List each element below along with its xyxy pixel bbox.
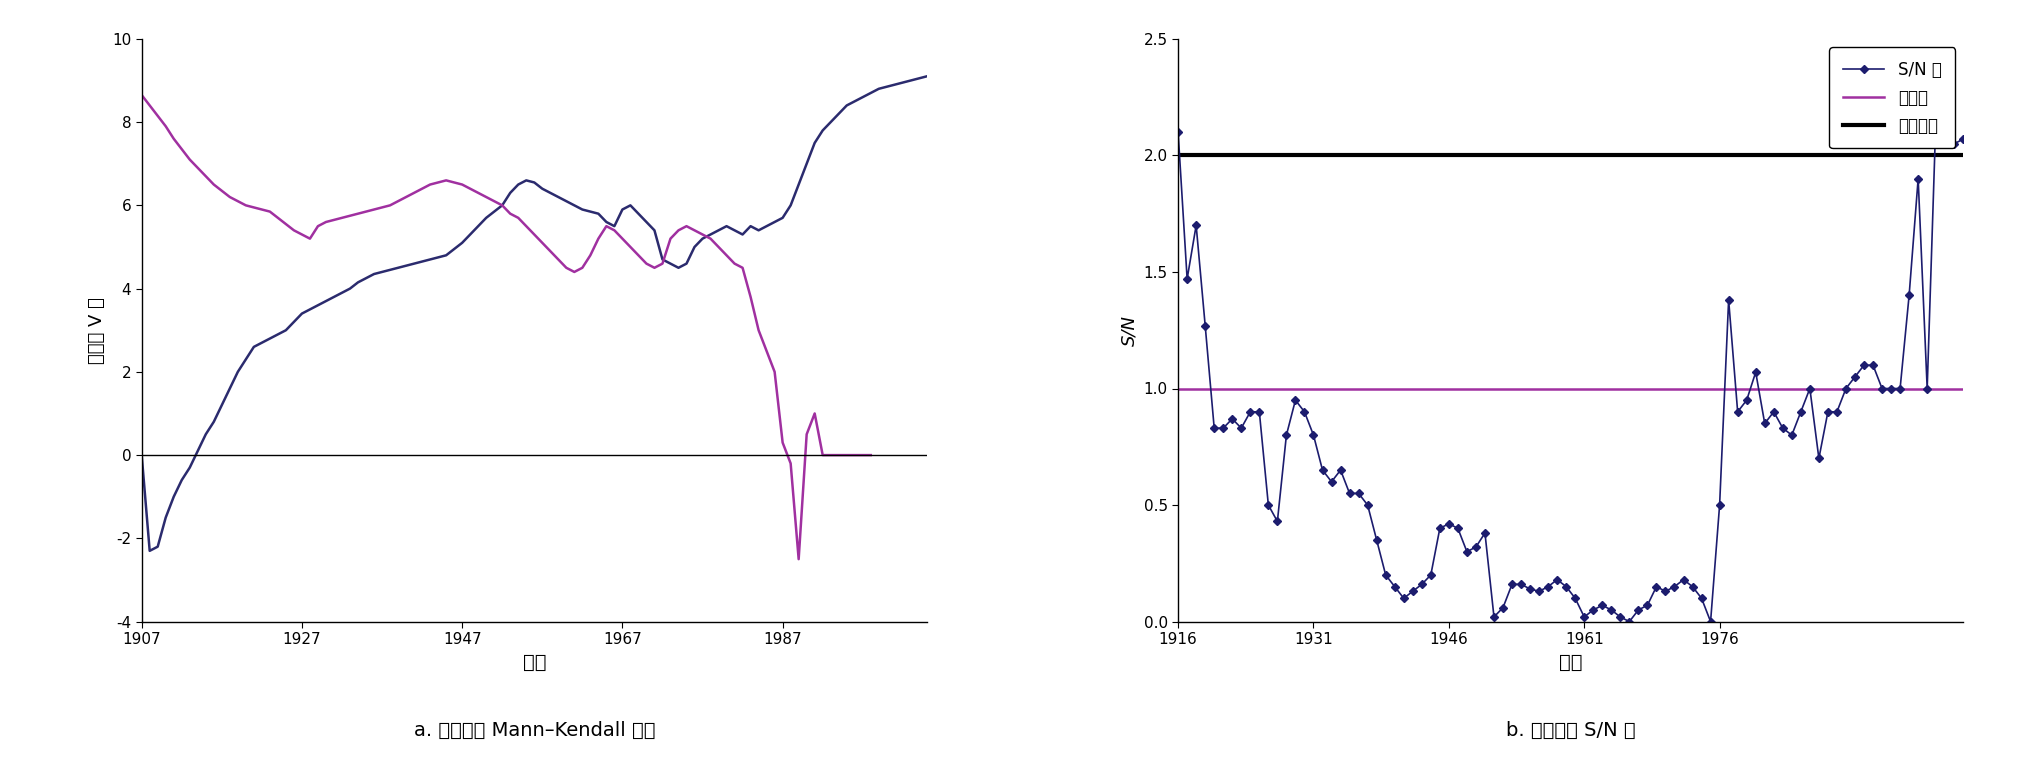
Legend: S/N 值, 突变界, 强突变界: S/N 值, 突变界, 强突变界 [1829, 47, 1954, 148]
X-axis label: 年份: 年份 [522, 653, 546, 671]
X-axis label: 年份: 年份 [1558, 653, 1582, 671]
Y-axis label: 统计量 V 值: 统计量 V 值 [89, 297, 107, 364]
Text: a. 温度序列 Mann–Kendall 结果: a. 温度序列 Mann–Kendall 结果 [413, 721, 655, 740]
Y-axis label: S/N: S/N [1119, 315, 1137, 346]
Text: b. 温度序列 S/N 值: b. 温度序列 S/N 值 [1505, 721, 1635, 740]
